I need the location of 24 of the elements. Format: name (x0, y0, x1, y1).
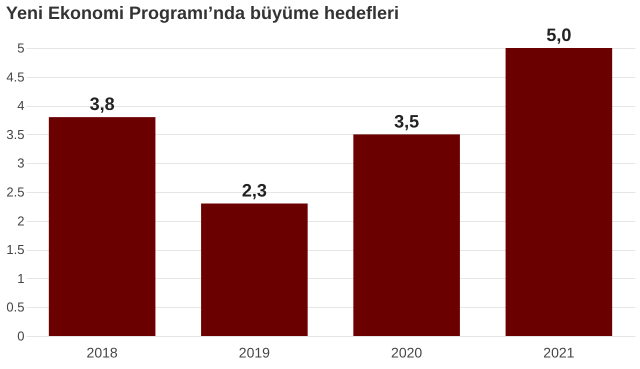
y-tick-label: 1 (17, 270, 24, 286)
y-tick-label: 1.5 (6, 242, 24, 258)
y-tick-label: 2.5 (6, 184, 24, 200)
y-tick-label: 2 (17, 213, 24, 228)
y-tick-label: 3.5 (6, 126, 24, 142)
y-tick-label: 4.5 (6, 69, 24, 84)
data-label: 2,3 (242, 180, 267, 201)
bar (48, 117, 156, 336)
y-tick-label: 5 (17, 40, 24, 56)
bar (353, 134, 460, 336)
y-tick-label: 0 (17, 328, 24, 344)
data-label: 3,5 (394, 111, 420, 132)
chart-title: Yeni Ekonomi Programı’nda büyüme hedefleri (6, 3, 400, 23)
bar (201, 204, 308, 336)
x-tick-label: 2018 (86, 344, 118, 360)
y-tick-label: 3 (17, 156, 24, 171)
data-label: 5,0 (546, 25, 572, 45)
y-tick-label: 4 (17, 98, 24, 114)
x-tick-label: 2019 (238, 344, 270, 360)
data-label: 3,8 (90, 94, 115, 114)
x-tick-label: 2020 (391, 344, 422, 360)
y-tick-label: 0.5 (6, 300, 24, 315)
bar (506, 48, 612, 336)
x-tick-label: 2021 (543, 344, 575, 360)
